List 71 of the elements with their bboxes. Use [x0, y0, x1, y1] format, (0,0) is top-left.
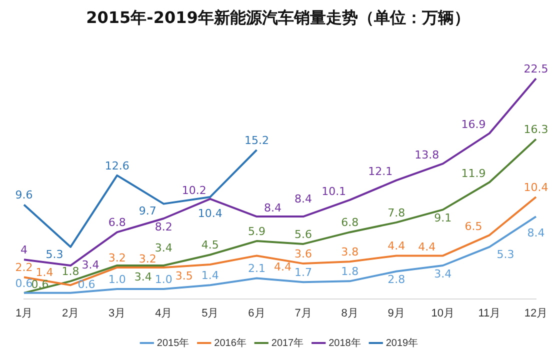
data-label: 4.5	[201, 238, 219, 252]
data-label: 0.6	[78, 278, 96, 291]
data-label: 6.5	[464, 220, 482, 234]
data-label: 3.4	[134, 270, 152, 284]
x-tick-label: 8月	[341, 307, 358, 320]
data-label: 6.8	[108, 216, 126, 230]
data-label: 4.4	[388, 240, 406, 253]
data-label: 3.2	[108, 251, 126, 264]
data-label: 4	[20, 243, 28, 256]
x-tick-label: 1月	[15, 307, 33, 320]
data-label: 3.4	[154, 241, 172, 254]
data-label: 9.7	[138, 204, 156, 218]
data-label: 2.8	[388, 273, 406, 286]
x-tick-label: 5月	[202, 307, 219, 320]
data-label: 4.4	[274, 260, 292, 274]
x-tick-label: 2月	[62, 307, 80, 320]
data-label: 16.3	[524, 123, 548, 136]
data-label: 3.4	[82, 258, 100, 272]
data-label: 8.4	[264, 201, 282, 214]
data-label: 6.8	[341, 216, 359, 230]
data-label: 5.9	[248, 224, 266, 238]
data-label: 0.6	[15, 276, 33, 290]
data-label: 4.4	[418, 240, 436, 254]
data-label: 3.4	[434, 267, 452, 280]
x-tick-label: 4月	[155, 307, 172, 320]
data-label: 10.2	[182, 184, 206, 197]
x-tick-label: 3月	[108, 307, 126, 320]
data-label: 2.1	[248, 262, 266, 276]
data-label: 1.8	[341, 265, 359, 278]
data-label: 1.8	[62, 265, 80, 278]
data-label: 8.4	[294, 192, 312, 206]
data-label: 12.1	[368, 165, 393, 178]
data-label: 8.2	[154, 220, 172, 234]
data-label: 7.8	[388, 206, 406, 220]
data-label: 16.9	[461, 118, 486, 132]
data-label: 1.7	[294, 266, 312, 280]
data-label: 11.9	[461, 167, 486, 180]
data-label: 9.6	[15, 188, 33, 202]
data-label: 3.5	[175, 269, 193, 282]
x-tick-label: 6月	[248, 307, 266, 320]
data-label: 1.0	[108, 272, 126, 286]
x-tick-label: 7月	[294, 307, 312, 320]
data-label: 10.1	[322, 184, 346, 198]
data-label: 5.3	[496, 248, 514, 261]
data-label: 15.2	[244, 134, 269, 147]
x-tick-label: 10月	[431, 307, 455, 320]
data-label: 5.6	[294, 228, 312, 241]
data-label: 1.4	[201, 268, 219, 282]
legend-label: 2016年	[214, 336, 246, 349]
x-tick-label: 9月	[388, 307, 405, 320]
data-label: 8.4	[527, 226, 545, 240]
legend-label: 2018年	[328, 336, 361, 349]
data-label: 3.2	[138, 252, 156, 266]
data-label: 5.3	[46, 248, 64, 261]
chart-title: 2015年-2019年新能源汽车销量走势（单位：万辆）	[85, 7, 471, 29]
legend-label: 2015年	[156, 336, 190, 349]
data-label: 9.1	[434, 212, 452, 225]
x-tick-label: 11月	[478, 307, 501, 320]
data-label: 2.2	[15, 261, 33, 274]
data-label: 3.6	[294, 247, 312, 260]
data-label: 1.4	[36, 266, 54, 279]
legend-label: 2017年	[271, 336, 304, 349]
data-label: 10.4	[198, 206, 222, 220]
legend-label: 2019年	[386, 336, 418, 349]
data-label: 13.8	[414, 148, 440, 162]
data-label: 3.8	[341, 245, 359, 258]
x-tick-label: 12月	[524, 307, 548, 320]
data-label: 1.0	[154, 272, 172, 286]
data-label: 10.4	[524, 180, 548, 194]
data-label: 12.6	[104, 159, 130, 172]
data-label: 22.5	[524, 62, 548, 76]
